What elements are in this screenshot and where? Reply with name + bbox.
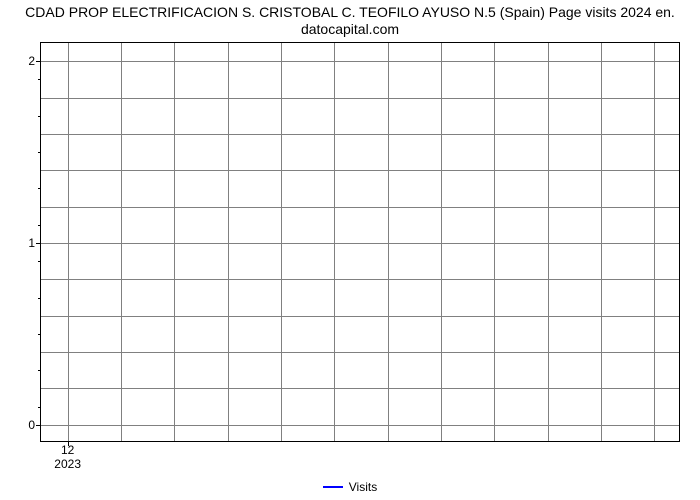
chart-title-line: CDAD PROP ELECTRIFICACION S. CRISTOBAL C… bbox=[0, 4, 700, 21]
x-secondary-label: 2023 bbox=[54, 457, 81, 471]
y-tick-label: 0 bbox=[28, 418, 41, 432]
y-minor-tick bbox=[38, 225, 41, 226]
y-minor-tick bbox=[38, 188, 41, 189]
y-minor-tick bbox=[38, 116, 41, 117]
y-tick-label: 1 bbox=[28, 236, 41, 250]
y-tick-label: 2 bbox=[28, 54, 41, 68]
series-layer bbox=[41, 43, 679, 441]
y-minor-tick bbox=[38, 334, 41, 335]
y-minor-tick bbox=[38, 152, 41, 153]
legend: Visits bbox=[0, 480, 700, 494]
legend-line bbox=[323, 486, 343, 488]
legend-label: Visits bbox=[349, 480, 377, 494]
y-minor-tick bbox=[38, 407, 41, 408]
chart-container: CDAD PROP ELECTRIFICACION S. CRISTOBAL C… bbox=[0, 0, 700, 500]
y-minor-tick bbox=[38, 261, 41, 262]
chart-title: CDAD PROP ELECTRIFICACION S. CRISTOBAL C… bbox=[0, 4, 700, 38]
y-minor-tick bbox=[38, 370, 41, 371]
plot-area: 012122023 bbox=[40, 42, 680, 442]
y-minor-tick bbox=[38, 79, 41, 80]
x-tick-label: 12 bbox=[61, 441, 74, 457]
chart-title-line: datocapital.com bbox=[0, 21, 700, 38]
y-minor-tick bbox=[38, 298, 41, 299]
